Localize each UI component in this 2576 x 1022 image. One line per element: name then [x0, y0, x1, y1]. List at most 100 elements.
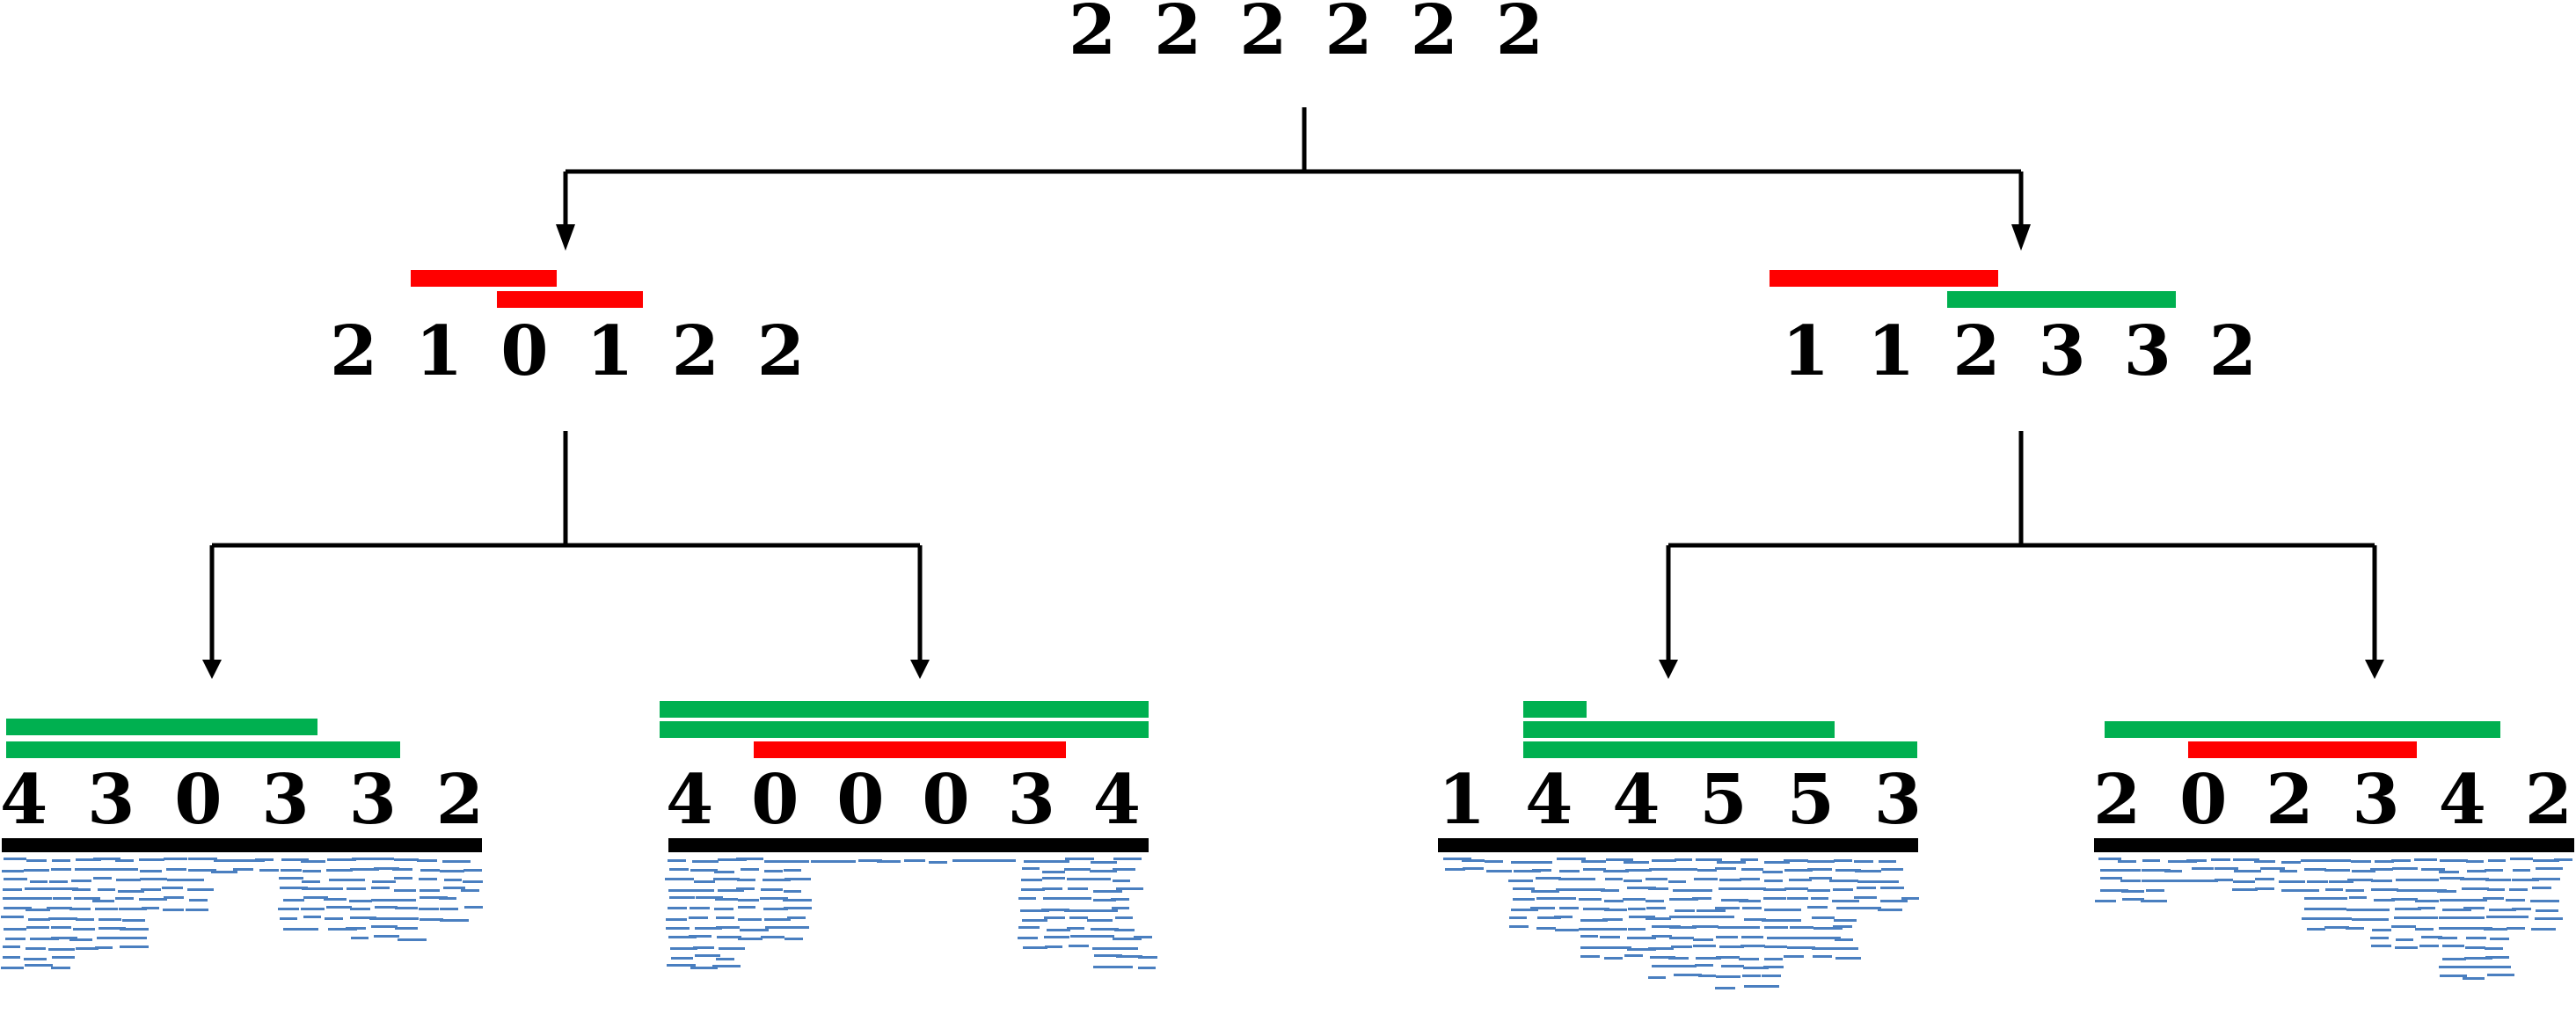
- root-digit: 2: [1154, 0, 1202, 70]
- read-dash: [420, 869, 440, 872]
- read-dash: [718, 946, 745, 950]
- read-dash: [1042, 870, 1065, 873]
- read-dash: [119, 907, 148, 910]
- read-dash: [1043, 916, 1065, 919]
- read-dash: [52, 896, 71, 900]
- read-dash: [2349, 896, 2368, 900]
- leaf-rr-digit: 0: [2179, 760, 2228, 840]
- read-dash: [93, 858, 121, 861]
- read-dash: [2145, 889, 2164, 893]
- read-dash: [325, 916, 344, 920]
- read-dash: [299, 928, 319, 931]
- read-dash: [1112, 880, 1130, 883]
- read-dash: [1462, 859, 1485, 863]
- read-dash: [120, 945, 150, 948]
- read-dash: [2460, 899, 2488, 902]
- read-dash: [1697, 868, 1718, 872]
- read-dash: [75, 858, 101, 861]
- read-dash: [1853, 860, 1873, 864]
- read-dash: [1738, 899, 1761, 902]
- read-dash: [142, 907, 160, 910]
- read-dash: [3, 906, 32, 909]
- read-dash: [2278, 880, 2305, 883]
- read-dash: [1088, 909, 1118, 912]
- read-dash: [1835, 938, 1854, 941]
- read-dash: [1558, 907, 1579, 910]
- read-dash: [1784, 918, 1802, 922]
- read-dash: [2420, 867, 2445, 871]
- read-dash: [1556, 858, 1586, 861]
- read-dash: [25, 964, 54, 967]
- read-dash: [1767, 937, 1797, 940]
- read-dash: [2369, 868, 2393, 872]
- read-dash: [738, 898, 760, 902]
- read-dash: [2533, 858, 2560, 862]
- read-dash: [26, 909, 51, 912]
- read-dash: [2418, 907, 2436, 910]
- read-dash: [1721, 899, 1749, 902]
- read-dash: [185, 878, 204, 881]
- read-dash: [167, 879, 190, 882]
- read-dash: [1606, 858, 1634, 861]
- read-dash: [1558, 869, 1580, 872]
- read-dash: [92, 899, 115, 902]
- read-dash: [2192, 867, 2215, 871]
- read-dash: [1018, 926, 1040, 930]
- read-dash: [187, 858, 217, 861]
- read-dash: [2186, 858, 2207, 862]
- read-dash: [2324, 887, 2343, 891]
- leaf-rr-digit: 2: [2093, 760, 2142, 840]
- read-dash: [1761, 975, 1781, 978]
- read-dash: [460, 888, 479, 892]
- read-dash: [2391, 925, 2417, 928]
- read-dash: [1764, 957, 1784, 960]
- read-dash: [1646, 906, 1667, 909]
- read-dash: [782, 926, 809, 930]
- read-dash: [1536, 896, 1555, 900]
- read-dash: [2234, 869, 2262, 872]
- leaf-ll-reads: [0, 858, 484, 998]
- read-dash: [1509, 925, 1529, 929]
- read-dash: [1600, 927, 1627, 931]
- read-dash: [2324, 907, 2346, 910]
- leaf-rr-sequence: 2 0 2 3 4 2: [2093, 765, 2572, 836]
- read-dash: [2, 896, 26, 900]
- read-dash: [783, 906, 812, 909]
- read-dash: [1069, 935, 1096, 938]
- read-dash: [2485, 956, 2509, 960]
- read-dash: [2419, 945, 2439, 948]
- read-dash: [2463, 907, 2485, 910]
- read-dash: [189, 899, 208, 902]
- root-digit: 2: [1239, 0, 1288, 70]
- read-dash: [2441, 908, 2471, 911]
- read-dash: [1066, 927, 1084, 931]
- right-green-bar: [1947, 291, 2176, 308]
- read-dash: [2211, 858, 2231, 861]
- leaf-rl-baseline: [1438, 838, 1918, 852]
- leaf-rl-digit: 1: [1438, 760, 1486, 840]
- read-dash: [1645, 877, 1667, 880]
- read-dash: [2370, 880, 2392, 883]
- read-dash: [1554, 916, 1573, 919]
- left-digit: 1: [415, 311, 463, 391]
- read-dash: [1019, 909, 1049, 912]
- read-dash: [1717, 860, 1747, 864]
- read-dash: [1046, 928, 1070, 931]
- read-dash: [1625, 869, 1653, 872]
- leaf-rr-digit: 3: [2352, 760, 2400, 840]
- read-dash: [2440, 877, 2465, 880]
- read-dash: [1784, 859, 1809, 863]
- read-dash: [1813, 955, 1832, 959]
- read-dash: [2419, 889, 2448, 893]
- read-dash: [1832, 899, 1859, 902]
- read-dash: [2438, 966, 2468, 969]
- read-dash: [2351, 870, 2375, 873]
- read-dash: [391, 916, 419, 920]
- read-dash: [2303, 907, 2329, 910]
- read-dash: [667, 907, 687, 909]
- left-red-bar-2: [497, 291, 643, 308]
- read-dash: [278, 908, 300, 911]
- read-dash: [1715, 975, 1740, 979]
- read-dash: [1600, 936, 1621, 939]
- read-dash: [2437, 889, 2457, 893]
